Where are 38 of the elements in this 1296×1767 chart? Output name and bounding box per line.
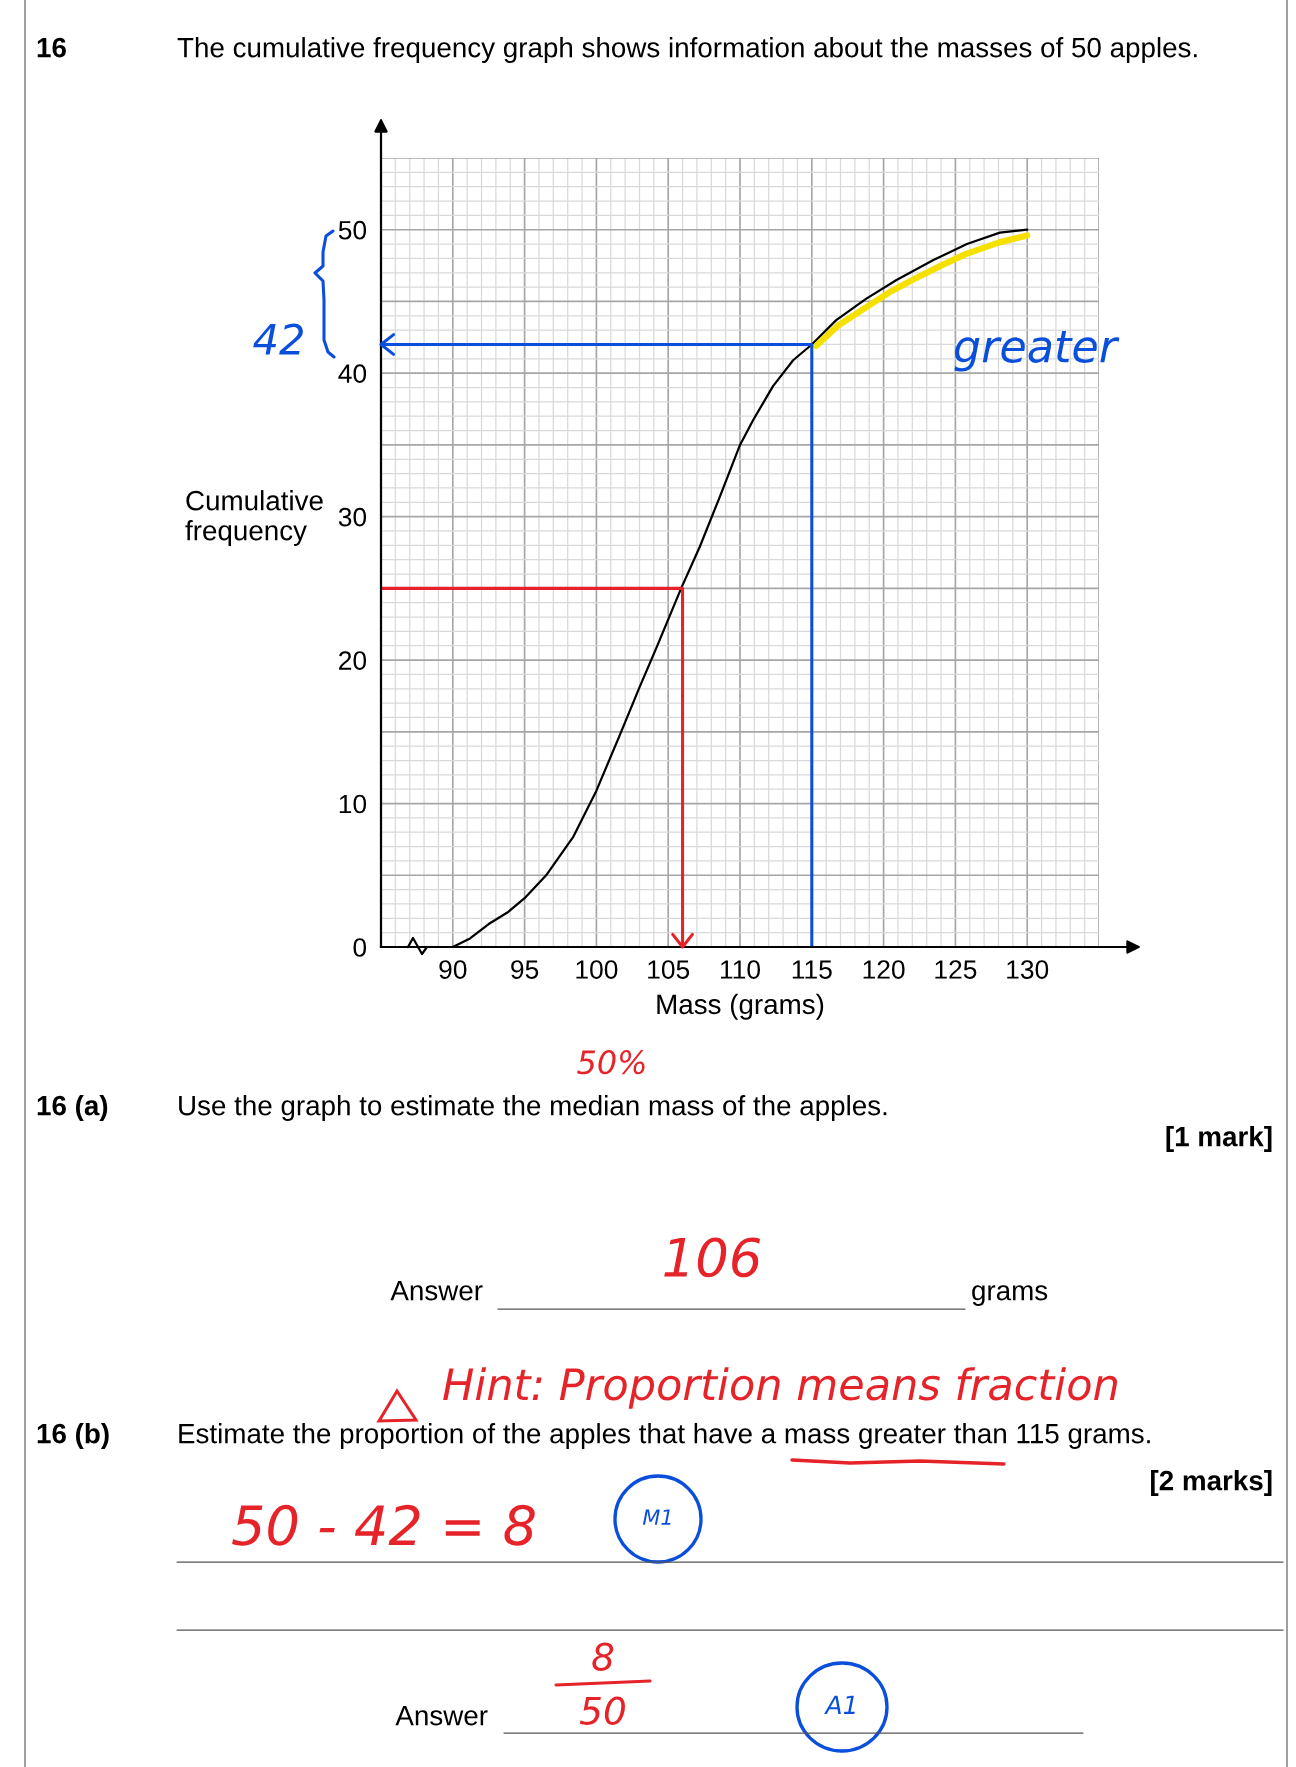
text: [1 mark] [1166, 1126, 1272, 1152]
x-tick-label: 130 [1007, 960, 1049, 979]
text: grams [972, 1285, 1048, 1306]
x-axis-title: Mass (grams) [657, 993, 824, 1020]
text: 8 [592, 1642, 614, 1671]
chart-title: The cumulative frequency graph shows information about the masses of 50 apples. [177, 37, 1197, 63]
text: M1 [642, 1509, 671, 1525]
y-tick-label: 0 [353, 938, 367, 957]
x-tick-label: 100 [576, 960, 618, 979]
text: 50 - 42 = 8 [232, 1504, 535, 1546]
y-axis-title: Cumulative frequency [185, 490, 323, 546]
text: 16 (b) [37, 1423, 109, 1449]
x-tick-label: 125 [935, 960, 977, 979]
x-tick-label: 120 [863, 960, 905, 979]
text: 50 [579, 1696, 625, 1725]
x-tick-label: 90 [439, 960, 467, 979]
text: [2 marks] [1151, 1470, 1272, 1496]
text: A1 [824, 1695, 855, 1714]
x-tick-label: 105 [648, 960, 690, 979]
y-tick-label: 40 [338, 364, 367, 383]
x-tick-label: 110 [720, 960, 761, 979]
x-tick-label: 115 [792, 960, 832, 979]
text: 50% [577, 1050, 645, 1075]
text: 16 (a) [37, 1095, 108, 1121]
text: Hint: Proportion means fraction [443, 1367, 1117, 1409]
annotation: greater [954, 331, 1120, 372]
text: Use the graph to estimate the median mass of the apples. [179, 1095, 887, 1121]
y-tick-label: 50 [338, 220, 367, 240]
y-tick-label: 30 [338, 507, 367, 527]
text: 42 [253, 323, 303, 355]
text: 16 [37, 37, 66, 58]
text: 106 [664, 1237, 761, 1278]
text: Answer [395, 1706, 488, 1726]
y-tick-label: 20 [339, 651, 367, 670]
y-tick-label: 10 [339, 794, 367, 814]
x-tick-label: 95 [511, 960, 539, 979]
text: Answer [390, 1281, 483, 1301]
text: Estimate the proportion of the apples that have a mass greater than 115 grams. [179, 1423, 1150, 1449]
